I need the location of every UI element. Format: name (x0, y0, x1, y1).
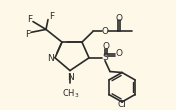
Text: O: O (115, 49, 122, 58)
Text: N: N (47, 54, 54, 63)
Text: F: F (27, 15, 33, 24)
Text: Cl: Cl (118, 100, 126, 109)
Text: $\mathregular{CH_3}$: $\mathregular{CH_3}$ (62, 87, 80, 100)
Text: O: O (102, 27, 108, 36)
Text: S: S (102, 53, 108, 62)
Text: O: O (115, 14, 122, 23)
Text: N: N (68, 72, 74, 82)
Text: F: F (26, 30, 31, 39)
Text: F: F (49, 12, 55, 21)
Text: O: O (102, 42, 109, 51)
